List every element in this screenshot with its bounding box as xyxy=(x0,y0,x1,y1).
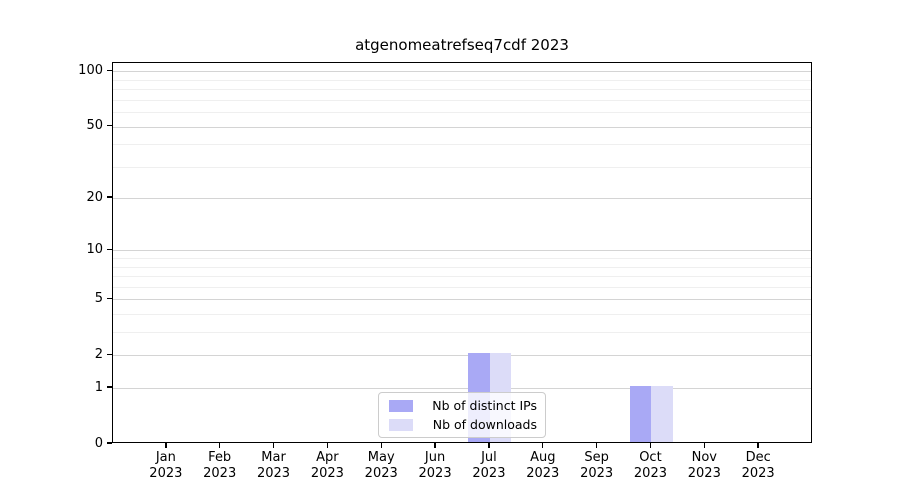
legend: Nb of distinct IPs Nb of downloads xyxy=(378,392,546,438)
y-gridline-major xyxy=(113,299,811,301)
y-gridline-minor xyxy=(113,89,811,91)
x-tick-mark xyxy=(218,443,221,448)
x-tick-mark xyxy=(595,443,598,448)
x-tick-mark xyxy=(272,443,275,448)
legend-swatch-downloads xyxy=(389,418,413,431)
y-tick-label: 5 xyxy=(94,290,103,306)
bar-downloads xyxy=(651,386,673,442)
legend-label-distinct-ips: Nb of distinct IPs xyxy=(432,397,537,413)
y-gridline-major xyxy=(113,355,811,357)
y-tick-mark xyxy=(107,297,112,299)
y-tick-mark xyxy=(107,442,112,444)
x-tick-mark xyxy=(703,443,705,448)
x-tick-mark xyxy=(542,443,544,448)
y-gridline-major xyxy=(113,126,811,128)
x-tick-label: Sep 2023 xyxy=(580,450,614,481)
y-tick-label: 100 xyxy=(78,62,103,78)
chart-title: atgenomeatrefseq7cdf 2023 xyxy=(355,36,569,54)
y-tick-label: 1 xyxy=(94,379,103,395)
legend-swatch-distinct-ips xyxy=(389,399,413,412)
x-tick-label: May 2023 xyxy=(364,450,398,481)
y-gridline-minor xyxy=(113,276,811,278)
y-gridline-minor xyxy=(113,286,811,288)
y-gridline-minor xyxy=(113,332,811,334)
y-gridline-major xyxy=(113,388,811,390)
y-tick-mark xyxy=(107,353,112,355)
x-tick-label: Nov 2023 xyxy=(687,450,721,481)
x-tick-mark xyxy=(649,443,652,448)
legend-item-distinct-ips: Nb of distinct IPs xyxy=(385,397,539,413)
plot-area xyxy=(112,62,812,443)
y-tick-mark xyxy=(107,386,112,388)
y-tick-label: 2 xyxy=(94,346,103,362)
x-tick-label: Apr 2023 xyxy=(310,450,344,481)
y-gridline-major xyxy=(113,250,811,252)
y-gridline-minor xyxy=(113,314,811,316)
legend-item-downloads: Nb of downloads xyxy=(385,416,539,432)
y-tick-label: 10 xyxy=(86,241,103,257)
x-tick-mark xyxy=(488,443,490,448)
y-tick-mark xyxy=(107,124,112,127)
y-gridline-minor xyxy=(113,99,811,101)
x-tick-mark xyxy=(326,443,329,448)
x-tick-label: Dec 2023 xyxy=(741,450,775,481)
x-tick-label: Jun 2023 xyxy=(418,450,452,481)
y-gridline-minor xyxy=(113,79,811,81)
y-tick-label: 50 xyxy=(86,118,103,134)
y-tick-mark xyxy=(107,69,112,72)
y-gridline-minor xyxy=(113,266,811,268)
y-gridline-minor xyxy=(113,144,811,146)
legend-label-downloads: Nb of downloads xyxy=(432,416,537,432)
x-tick-label: Feb 2023 xyxy=(203,450,237,481)
x-tick-label: Jan 2023 xyxy=(149,450,183,481)
x-tick-label: Oct 2023 xyxy=(633,450,667,481)
x-tick-mark xyxy=(757,443,759,448)
x-tick-label: Aug 2023 xyxy=(526,450,560,481)
y-gridline-major xyxy=(113,71,811,73)
y-gridline-minor xyxy=(113,112,811,114)
x-tick-mark xyxy=(380,443,382,448)
y-gridline-minor xyxy=(113,258,811,260)
y-tick-label: 20 xyxy=(86,189,103,205)
y-tick-label: 0 xyxy=(94,435,103,451)
x-tick-label: Jul 2023 xyxy=(472,450,506,481)
x-tick-mark xyxy=(434,443,436,448)
x-tick-mark xyxy=(165,443,167,448)
bar-distinct-ips xyxy=(629,386,652,442)
y-tick-mark xyxy=(107,196,112,198)
y-tick-mark xyxy=(107,248,112,251)
x-tick-label: Mar 2023 xyxy=(256,450,291,481)
y-gridline-major xyxy=(113,198,811,200)
y-gridline-minor xyxy=(113,166,811,168)
